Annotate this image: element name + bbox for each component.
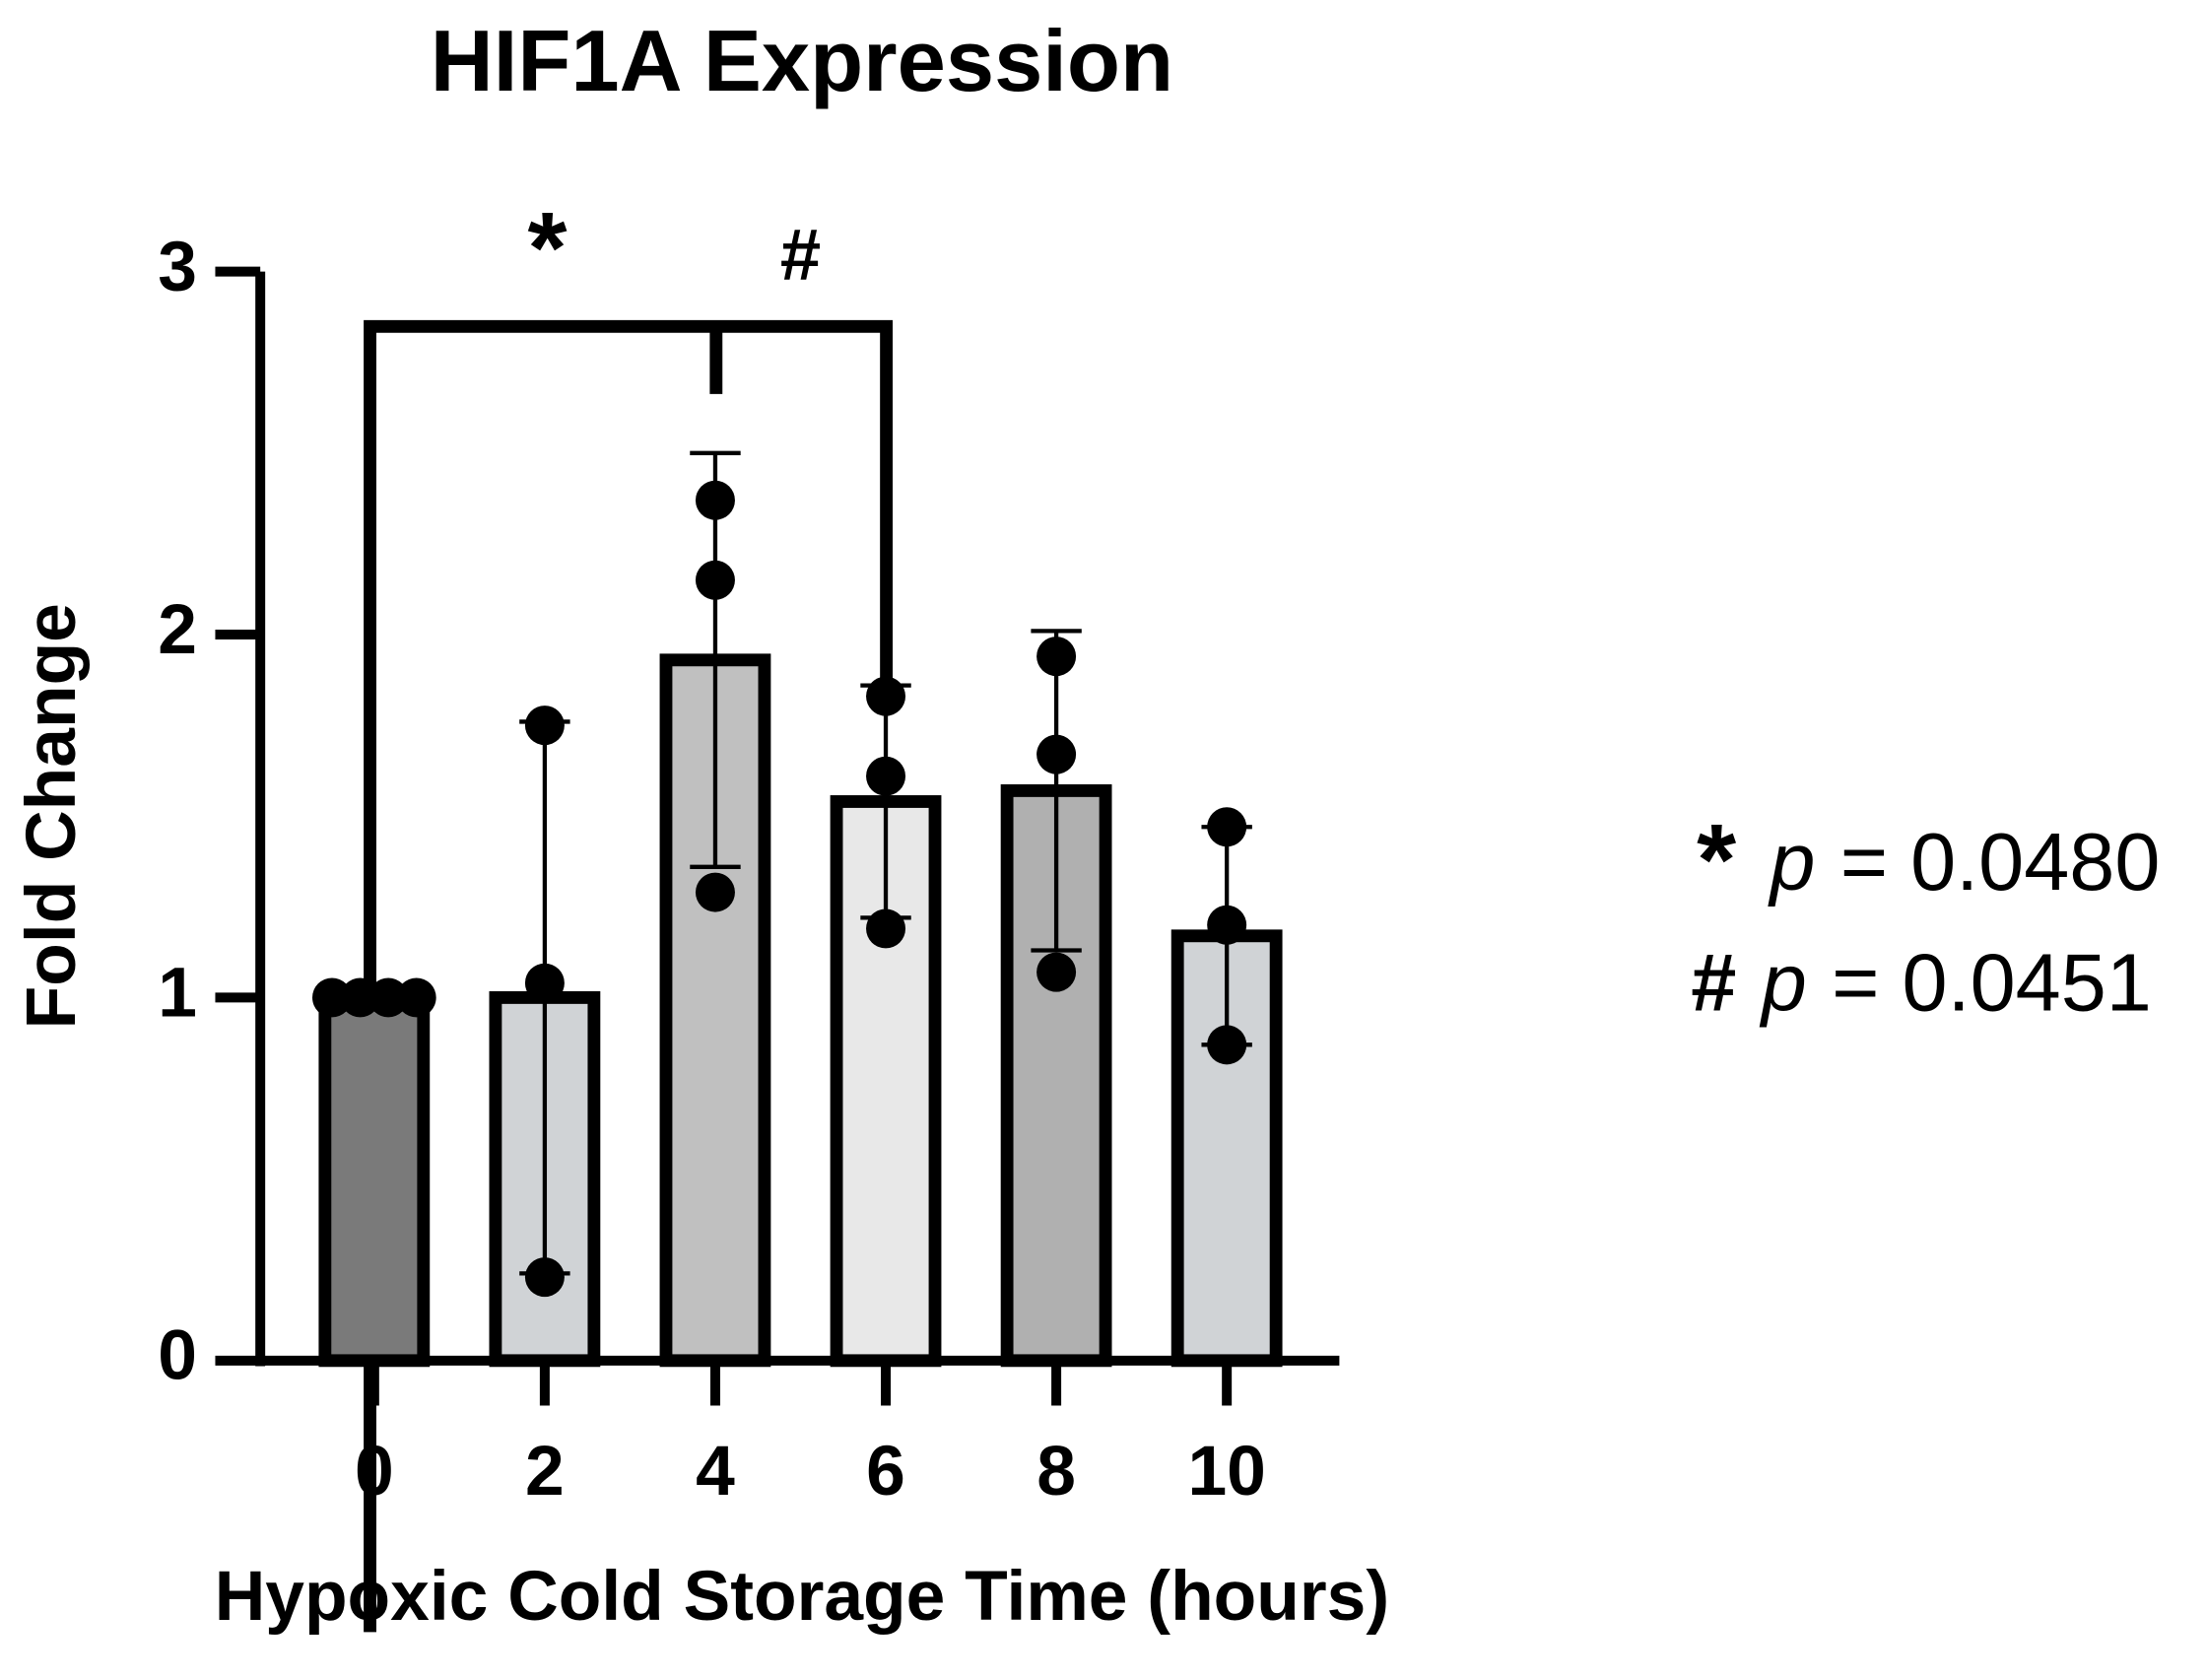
legend-symbol: * [1697, 803, 1736, 916]
y-tick-label: 2 [158, 590, 197, 669]
significance-bracket [364, 319, 894, 1633]
y-tick-label: 0 [158, 1316, 197, 1395]
data-point [312, 977, 352, 1018]
data-point [866, 756, 906, 796]
data-point [524, 963, 565, 1003]
data-point [396, 977, 436, 1018]
bar [318, 991, 431, 1368]
y-tick-label: 1 [158, 953, 197, 1032]
legend-symbol: # [1691, 937, 1736, 1029]
data-point [340, 977, 380, 1018]
y-tick-label: 3 [158, 227, 197, 305]
x-tick-label: 0 [355, 1432, 394, 1511]
data-point [1207, 905, 1247, 945]
data-point [1207, 1025, 1247, 1065]
data-point [1036, 734, 1077, 774]
data-point [695, 560, 735, 600]
data-point [866, 676, 906, 716]
data-point [1036, 952, 1077, 992]
legend-text: = 0.0451 [1832, 937, 2152, 1029]
x-tick-label: 6 [866, 1432, 905, 1511]
x-tick-label: 4 [696, 1432, 735, 1511]
legend-p: p [1759, 937, 1807, 1029]
bar [659, 653, 771, 1368]
x-tick-label: 10 [1187, 1432, 1265, 1511]
data-point [1207, 807, 1247, 847]
significance-mark: * [527, 191, 567, 304]
data-point [866, 908, 906, 949]
data-point [695, 872, 735, 912]
data-point [524, 706, 565, 746]
chart-title: HIF1A Expression [431, 12, 1173, 109]
data-point [1036, 637, 1077, 677]
x-axis-label: Hypoxic Cold Storage Time (hours) [215, 1557, 1389, 1636]
x-tick-label: 2 [525, 1432, 565, 1511]
x-tick-label: 8 [1036, 1432, 1076, 1511]
significance-mark: # [780, 214, 821, 296]
data-point [524, 1257, 565, 1298]
y-axis-label: Fold Change [12, 603, 91, 1029]
legend-p: p [1767, 816, 1815, 907]
data-point [368, 977, 409, 1018]
data-point [695, 480, 735, 520]
legend-text: = 0.0480 [1840, 816, 2161, 907]
